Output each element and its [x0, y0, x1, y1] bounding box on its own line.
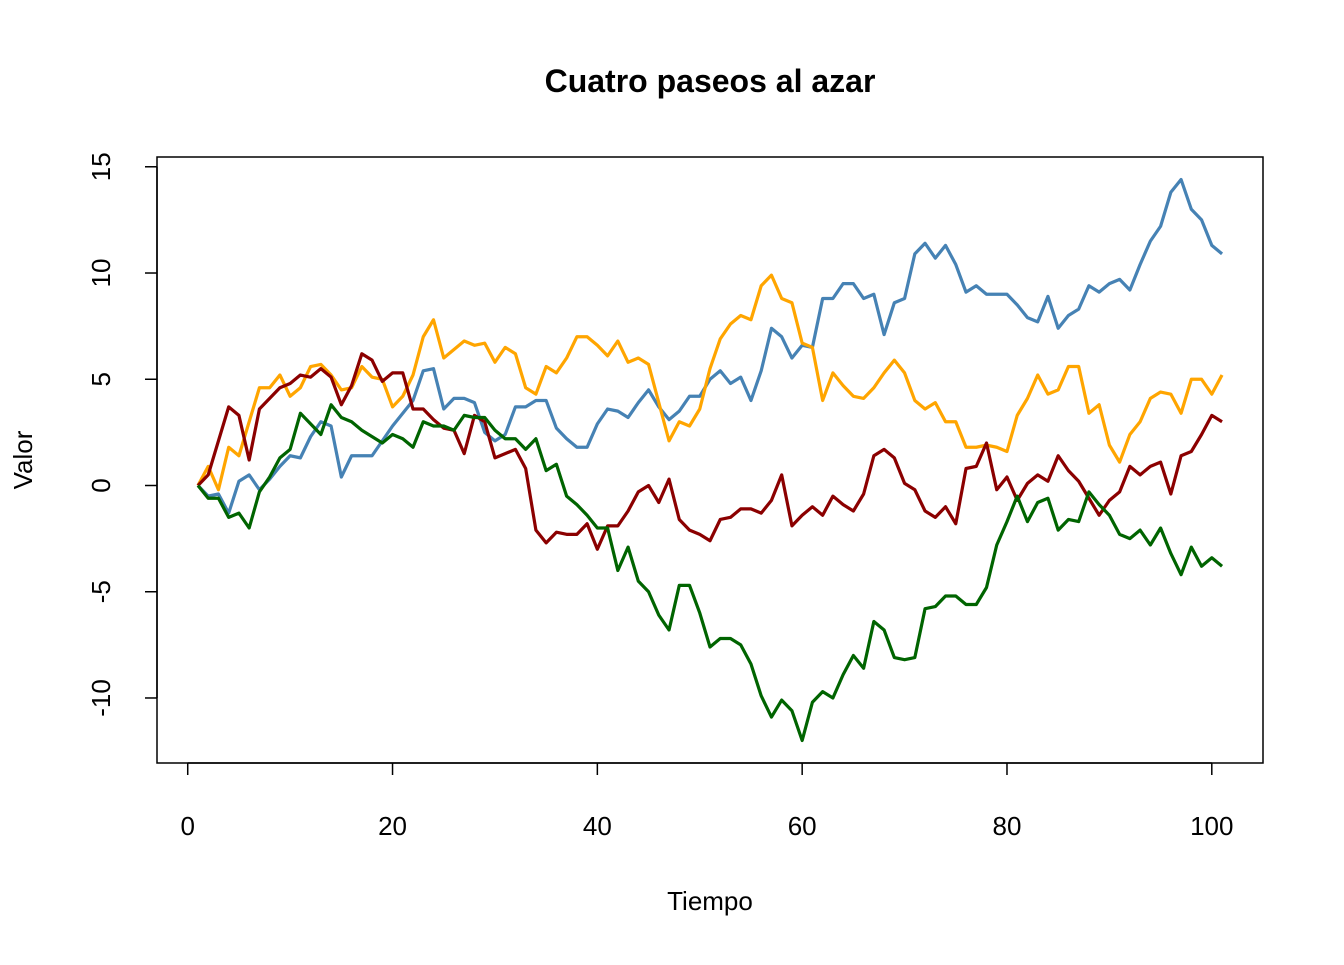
series-line — [196, 403, 1224, 743]
series-line — [196, 273, 1224, 492]
x-tick-label: 20 — [378, 811, 407, 841]
plot-box — [156, 156, 1264, 764]
chart-title: Cuatro paseos al azar — [545, 63, 876, 99]
y-tick-label: 15 — [86, 152, 116, 181]
y-tick-label: 10 — [86, 259, 116, 288]
series-line — [196, 352, 1223, 551]
y-axis-label: Valor — [8, 430, 38, 489]
x-tick-label: 0 — [180, 811, 194, 841]
y-tick-label: -5 — [86, 580, 116, 603]
y-tick-label: -10 — [86, 679, 116, 717]
x-axis-label: Tiempo — [667, 886, 753, 916]
y-tick-label: 0 — [86, 478, 116, 492]
x-tick-label: 60 — [788, 811, 817, 841]
x-tick-label: 100 — [1190, 811, 1233, 841]
x-tick-label: 80 — [993, 811, 1022, 841]
x-tick-label: 40 — [583, 811, 612, 841]
y-tick-label: 5 — [86, 372, 116, 386]
series-line — [196, 177, 1224, 515]
